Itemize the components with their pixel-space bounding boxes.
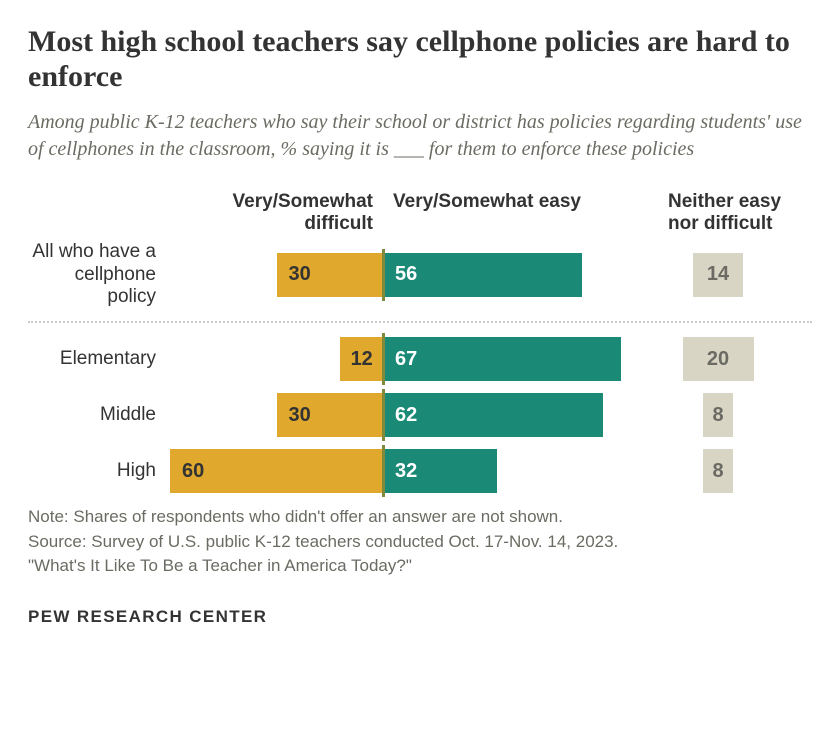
footer-attribution: PEW RESEARCH CENTER (28, 607, 812, 627)
bar-difficult: 30 (277, 393, 384, 437)
bar-difficult: 30 (277, 253, 384, 297)
bar-easy: 32 (383, 449, 497, 493)
neither-column: 14 (658, 253, 778, 297)
bars-area: 6032 (168, 449, 658, 493)
chart-row: Elementary126720 (28, 337, 812, 381)
row-label: High (28, 460, 168, 483)
note-line: Note: Shares of respondents who didn't o… (28, 507, 563, 526)
neither-column: 8 (658, 393, 778, 437)
bar-neither: 20 (683, 337, 754, 381)
bar-neither: 8 (703, 449, 733, 493)
chart-container: Very/Somewhat difficult Very/Somewhat ea… (28, 191, 812, 493)
chart-row: Middle30628 (28, 393, 812, 437)
axis-line (382, 333, 385, 385)
bar-difficult: 60 (170, 449, 383, 493)
neither-column: 8 (658, 449, 778, 493)
bar-easy: 56 (383, 253, 582, 297)
header-difficult: Very/Somewhat difficult (168, 191, 383, 235)
neither-column: 20 (658, 337, 778, 381)
axis-line (382, 249, 385, 301)
header-easy: Very/Somewhat easy (383, 191, 658, 235)
row-label: Middle (28, 404, 168, 427)
row-label: Elementary (28, 348, 168, 371)
bars-area: 1267 (168, 337, 658, 381)
bar-neither: 14 (693, 253, 743, 297)
bars-area: 3056 (168, 253, 658, 297)
bar-easy: 67 (383, 337, 621, 381)
row-label: All who have a cellphone policy (28, 241, 168, 309)
rows-container: All who have a cellphone policy305614Ele… (28, 241, 812, 493)
column-headers: Very/Somewhat difficult Very/Somewhat ea… (28, 191, 812, 235)
header-neither: Neither easy nor difficult (658, 191, 808, 235)
bar-difficult: 12 (340, 337, 383, 381)
chart-note: Note: Shares of respondents who didn't o… (28, 505, 812, 579)
bars-area: 3062 (168, 393, 658, 437)
axis-line (382, 445, 385, 497)
divider (28, 321, 812, 323)
chart-title: Most high school teachers say cellphone … (28, 24, 812, 95)
chart-row: High6032 8 (28, 449, 812, 493)
bar-easy: 62 (383, 393, 603, 437)
bar-neither: 8 (703, 393, 733, 437)
axis-line (382, 389, 385, 441)
chart-row: All who have a cellphone policy305614 (28, 241, 812, 309)
note-line: Source: Survey of U.S. public K-12 teach… (28, 532, 618, 551)
chart-subtitle: Among public K-12 teachers who say their… (28, 109, 812, 163)
note-line: "What's It Like To Be a Teacher in Ameri… (28, 556, 412, 575)
